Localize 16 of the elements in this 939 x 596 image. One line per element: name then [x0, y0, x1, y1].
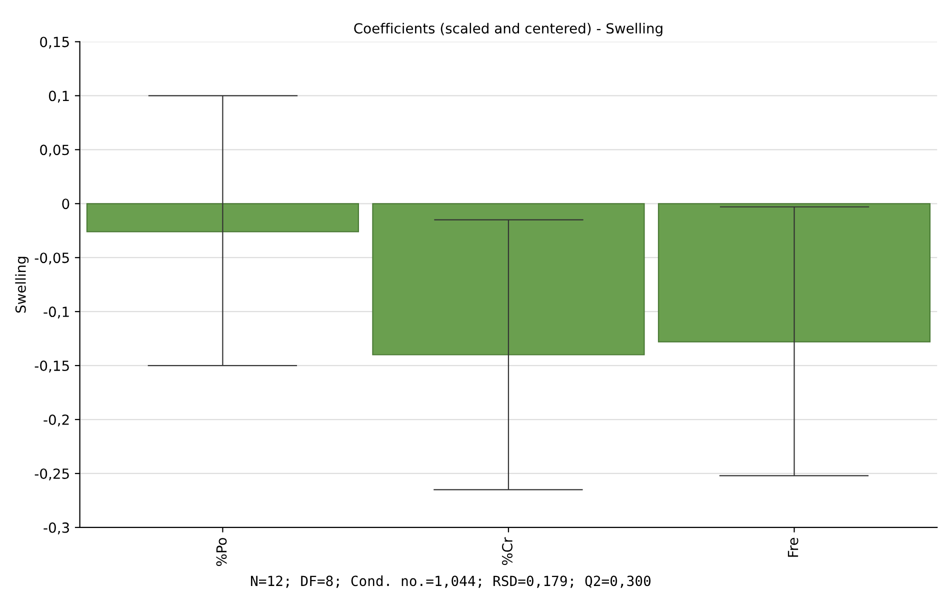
y-tick-label: -0,05 — [34, 252, 69, 264]
y-tick-label: 0,15 — [40, 36, 69, 49]
x-tick-label: Fre — [788, 538, 798, 557]
x-tick-label: %Cr — [502, 537, 512, 566]
text: N=12; DF=8; Cond. no.=1,044; RSD=0,179; Q2=0,300 — [250, 575, 651, 588]
y-tick-label: -0,3 — [44, 522, 69, 534]
y-tick-label: -0,25 — [34, 468, 69, 480]
y-tick-label: -0,15 — [34, 360, 69, 372]
y-axis-title: Swelling — [15, 256, 29, 313]
y-tick-label: 0 — [62, 198, 70, 210]
y-tick-label: 0,1 — [48, 90, 69, 103]
y-tick-label: 0,05 — [40, 144, 69, 157]
x-tick-label: %Po — [216, 538, 227, 566]
chart-title: Coefficients (scaled and centered) - Swelling — [354, 22, 662, 36]
y-tick-label: -0,2 — [44, 414, 69, 426]
y-tick-label: -0,1 — [44, 306, 69, 318]
